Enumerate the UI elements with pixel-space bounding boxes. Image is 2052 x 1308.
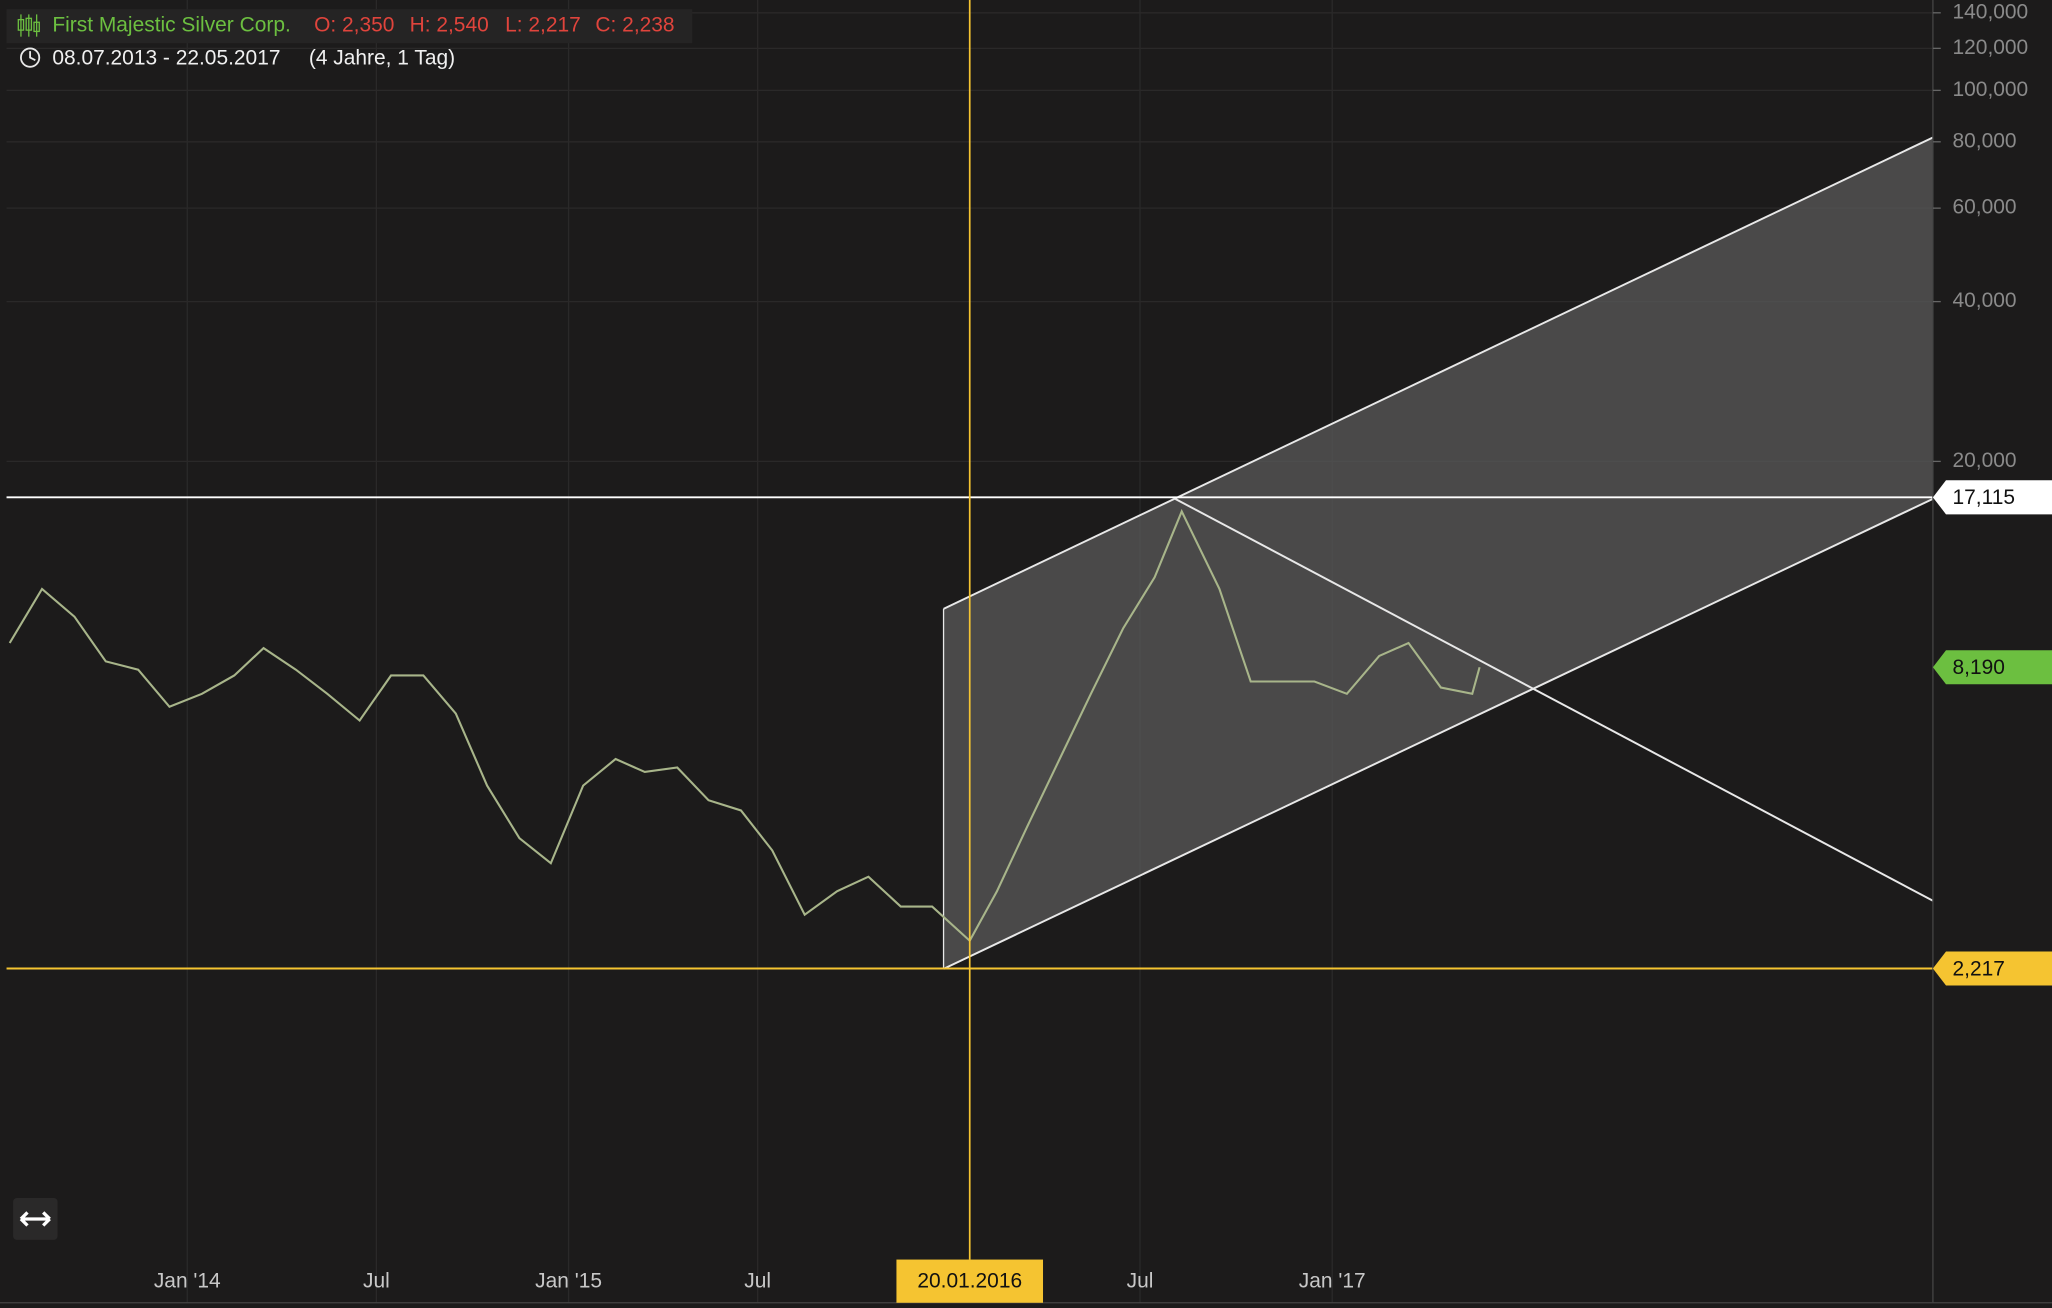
x-tick-label: Jan '14 [154,1269,221,1292]
date-range: 08.07.2013 - 22.05.2017 [52,46,280,69]
level-flag [1932,951,2052,986]
candle-icon [17,14,40,37]
level-flag [1932,650,2052,685]
y-tick-label: 120,000 [1953,36,2029,59]
level-label: 17,115 [1953,486,2015,509]
x-tick-label: Jan '15 [535,1269,602,1292]
y-tick-label: 100,000 [1953,78,2029,101]
x-tick-label: Jan '17 [1299,1269,1366,1292]
scroll-button[interactable] [13,1198,58,1240]
trend-line [1174,497,1934,902]
level-flag [1932,480,2052,515]
x-tick-label: Jul [1127,1269,1154,1292]
x-tick-label: Jul [363,1269,390,1292]
channel-upper [943,136,1934,610]
level-label: 8,190 [1953,656,2005,679]
y-tick-label: 140,000 [1953,0,2029,23]
symbol: First Majestic Silver Corp. [52,14,290,37]
price-line [8,508,1481,943]
channel-lower [943,497,1934,970]
x-tick-label: Jul [744,1269,771,1292]
crosshair-label: 20.01.2016 [917,1269,1022,1292]
header-box [6,9,693,44]
low: L: 2,217 [505,14,581,37]
duration: (4 Jahre, 1 Tag) [309,46,455,69]
clock-icon [20,47,41,68]
y-tick-label: 40,000 [1953,289,2017,312]
channel-fill [943,137,1933,969]
crosshair-label-box [896,1259,1044,1303]
y-tick-label: 20,000 [1953,449,2017,472]
open: O: 2,350 [314,14,394,37]
y-tick-label: 80,000 [1953,129,2017,152]
high: H: 2,540 [410,14,489,37]
y-tick-label: 60,000 [1953,196,2017,219]
close: C: 2,238 [595,14,674,37]
level-label: 2,217 [1953,957,2005,980]
